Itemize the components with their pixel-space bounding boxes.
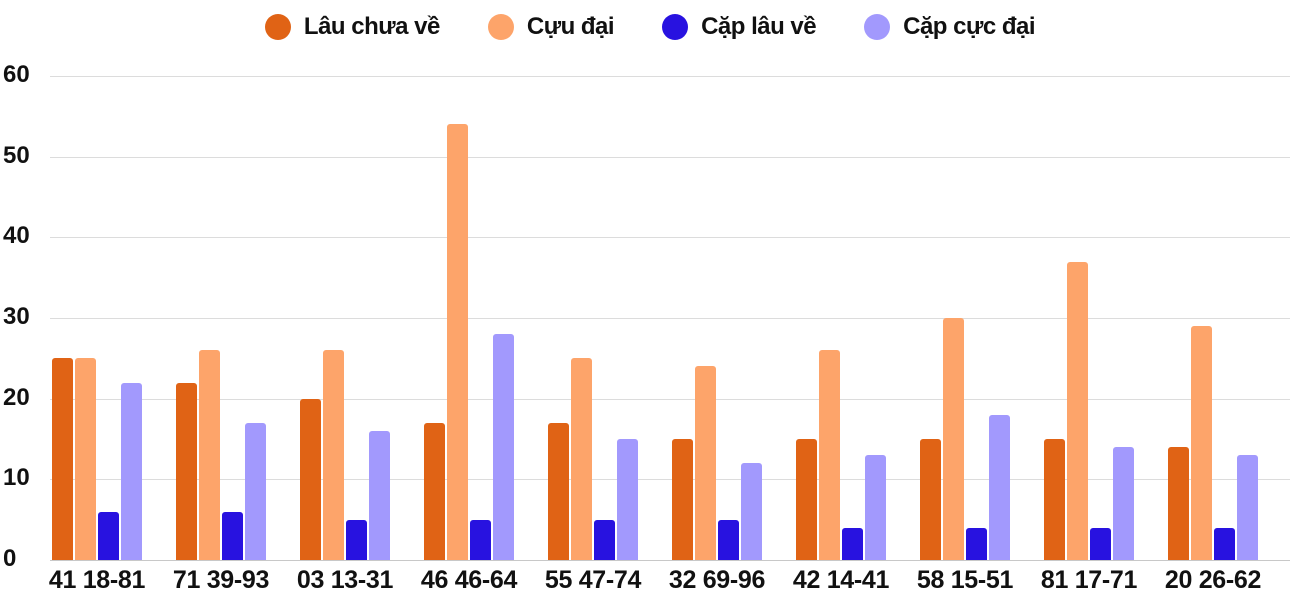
bar[interactable] xyxy=(199,350,220,560)
bar[interactable] xyxy=(1113,447,1134,560)
bar[interactable] xyxy=(571,358,592,560)
bar[interactable] xyxy=(222,511,243,560)
bar[interactable] xyxy=(966,527,987,560)
x-tick-label: 42 14-41 xyxy=(792,566,890,594)
bar[interactable] xyxy=(1067,261,1088,560)
gridline xyxy=(50,479,1290,481)
bar[interactable] xyxy=(943,318,964,560)
bar[interactable] xyxy=(447,124,468,560)
gridline xyxy=(50,156,1290,158)
x-tick-label: 46 46-64 xyxy=(420,566,518,594)
gridline xyxy=(50,76,1290,77)
legend-item-cuu-dai[interactable]: Cựu đại xyxy=(487,13,615,41)
bar[interactable] xyxy=(1090,527,1111,560)
bar[interactable] xyxy=(741,463,762,560)
bar[interactable] xyxy=(1044,439,1065,560)
x-tick-label: 41 18-81 xyxy=(48,566,146,594)
bar[interactable] xyxy=(98,511,119,560)
legend-label: Cặp cực đại xyxy=(903,13,1036,40)
x-tick-label: 03 13-31 xyxy=(296,566,394,594)
bar[interactable] xyxy=(842,527,863,560)
bar[interactable] xyxy=(1214,527,1235,560)
x-tick-label: 55 47-74 xyxy=(544,566,642,594)
bar[interactable] xyxy=(369,430,390,560)
bar[interactable] xyxy=(920,439,941,560)
bar[interactable] xyxy=(796,439,817,560)
legend-item-lau-chua-ve[interactable]: Lâu chưa về xyxy=(264,13,440,41)
y-tick-label: 60 xyxy=(3,61,30,88)
bar[interactable] xyxy=(300,398,321,560)
bar[interactable] xyxy=(718,519,739,560)
bar[interactable] xyxy=(1191,326,1212,560)
y-tick-label: 10 xyxy=(3,464,30,492)
bar[interactable] xyxy=(819,350,840,560)
plot-area xyxy=(50,76,1290,561)
bar[interactable] xyxy=(346,519,367,560)
bar[interactable] xyxy=(594,519,615,560)
legend-label: Cựu đại xyxy=(526,13,615,40)
bar[interactable] xyxy=(989,414,1010,560)
legend-label: Cặp lâu về xyxy=(701,13,817,40)
y-tick-label: 50 xyxy=(3,141,30,169)
y-tick-label: 40 xyxy=(3,222,30,250)
x-tick-label: 20 26-62 xyxy=(1164,566,1262,594)
x-tick-label: 58 15-51 xyxy=(916,566,1014,594)
legend-label: Lâu chưa về xyxy=(303,13,440,40)
legend-swatch-icon xyxy=(864,14,891,40)
gridline xyxy=(50,398,1290,400)
legend-swatch-icon xyxy=(662,14,689,40)
legend-item-cap-cuc-dai[interactable]: Cặp cực đại xyxy=(864,13,1036,41)
bar[interactable] xyxy=(493,334,514,560)
gridline xyxy=(50,237,1290,239)
gridline xyxy=(50,318,1290,319)
y-tick-label: 0 xyxy=(3,545,17,572)
x-tick-label: 32 69-96 xyxy=(668,566,766,594)
bar[interactable] xyxy=(865,455,886,560)
bar[interactable] xyxy=(75,358,96,560)
bar[interactable] xyxy=(245,422,266,560)
legend-item-cap-lau-ve[interactable]: Cặp lâu về xyxy=(662,13,817,41)
bar[interactable] xyxy=(548,422,569,560)
y-tick-label: 20 xyxy=(3,383,30,411)
legend-swatch-icon xyxy=(264,14,291,40)
y-tick-label: 30 xyxy=(3,303,30,330)
bar[interactable] xyxy=(617,439,638,560)
bar[interactable] xyxy=(695,366,716,560)
bar[interactable] xyxy=(470,519,491,560)
bar[interactable] xyxy=(672,439,693,560)
legend-swatch-icon xyxy=(487,14,514,40)
x-tick-label: 71 39-93 xyxy=(172,566,270,594)
bar[interactable] xyxy=(323,350,344,560)
bar[interactable] xyxy=(1168,447,1189,560)
x-tick-label: 81 17-71 xyxy=(1040,566,1138,594)
chart-legend: Lâu chưa về Cựu đại Cặp lâu về Cặp cực đ… xyxy=(0,8,1300,46)
bar[interactable] xyxy=(1237,455,1258,560)
bar[interactable] xyxy=(424,422,445,560)
bar[interactable] xyxy=(176,382,197,560)
bar[interactable] xyxy=(52,358,73,560)
gridline xyxy=(50,560,1290,561)
bar[interactable] xyxy=(121,382,142,560)
